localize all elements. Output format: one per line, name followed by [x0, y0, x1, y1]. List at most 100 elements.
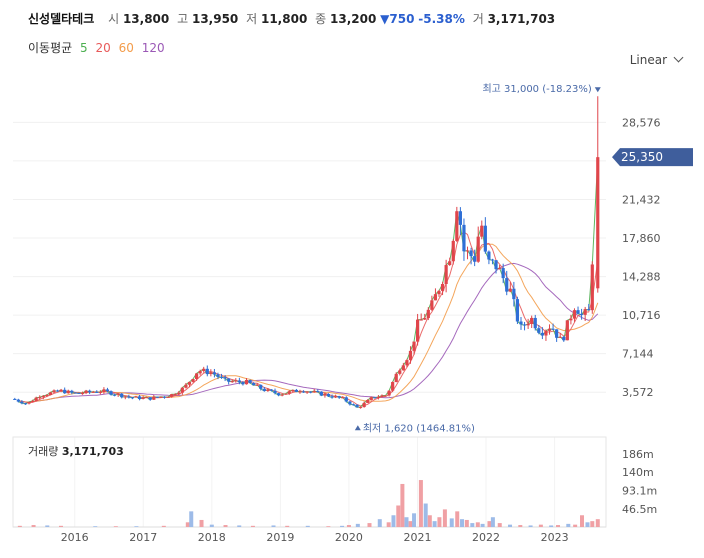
candle-body: [152, 396, 156, 400]
candle-body: [298, 391, 302, 393]
candle-body: [248, 380, 252, 384]
candle-body: [148, 397, 152, 400]
x-tick-label: 2019: [266, 531, 294, 544]
close-label: 종: [315, 12, 327, 26]
candle-body: [537, 328, 541, 333]
candle-body: [45, 394, 49, 396]
volume-bar: [528, 525, 533, 527]
low-label: 저: [246, 12, 258, 26]
volume-bar: [250, 525, 255, 527]
candle-body: [305, 391, 309, 393]
volume-bar: [377, 519, 382, 527]
candle-body: [316, 391, 320, 393]
volume-bar: [566, 523, 571, 527]
volume-bar: [538, 524, 543, 527]
current-price-label: 25,350: [621, 150, 663, 164]
y-tick-label: 14,288: [622, 271, 661, 284]
candle-body: [105, 389, 110, 392]
candle-body: [16, 399, 20, 402]
candle-body: [473, 256, 477, 262]
volume-bar: [556, 525, 561, 527]
candle-body: [380, 395, 384, 397]
candle-body: [408, 350, 413, 361]
candle-body: [202, 368, 206, 372]
candle-body: [351, 404, 356, 406]
candle-body: [330, 396, 334, 398]
quote-header: 신성델타테크 시 13,800 고 13,950 저 11,800 종 13,2…: [28, 10, 555, 27]
x-tick-label: 2016: [61, 531, 89, 544]
candle-body: [170, 394, 174, 397]
candle-body: [252, 383, 256, 386]
candle-body: [519, 321, 523, 325]
candle-body: [216, 374, 220, 377]
candle-body: [444, 265, 448, 285]
scale-dropdown[interactable]: Linear: [630, 52, 684, 67]
candle-body: [230, 381, 234, 383]
candle-body: [309, 391, 313, 393]
candle-body: [205, 368, 209, 375]
candle-body: [130, 397, 135, 399]
candle-body: [269, 389, 274, 391]
candle-body: [383, 395, 388, 397]
candle-body: [80, 393, 85, 395]
candle-body: [401, 365, 405, 371]
volume-bar: [134, 526, 139, 527]
volume-bar: [391, 515, 396, 527]
candle-body: [465, 250, 470, 252]
candle-body: [177, 392, 181, 395]
volume-bar: [93, 526, 98, 527]
volume-legend-value: 3,171,703: [61, 445, 124, 458]
volume-bar: [113, 526, 118, 527]
candle-body: [112, 394, 117, 396]
ma-60[interactable]: 60: [118, 41, 134, 55]
candle-body: [348, 401, 352, 405]
x-tick-label: 2022: [472, 531, 500, 544]
candle-body: [433, 294, 438, 301]
candle-body: [194, 373, 199, 379]
candle-body: [323, 394, 327, 396]
candle-body: [555, 329, 559, 338]
candle-body: [540, 332, 544, 336]
candle-body: [423, 318, 427, 320]
max-marker-icon: [594, 87, 601, 93]
ma-legend-label: 이동평균: [28, 41, 73, 55]
candle-body: [273, 390, 277, 394]
candle-body: [544, 330, 548, 336]
candle-body: [255, 384, 259, 386]
min-price-annotation: 최저 1,620 (1464.81%): [363, 422, 475, 434]
candle-body: [52, 390, 56, 393]
candle-body: [88, 390, 92, 393]
candle-body: [127, 396, 131, 398]
candle-body: [66, 390, 70, 394]
candle-body: [55, 390, 60, 392]
candle-body: [501, 268, 505, 279]
candle-body: [259, 384, 263, 389]
candle-body: [301, 391, 306, 393]
candle-body: [223, 377, 227, 379]
low-value: 11,800: [260, 12, 308, 26]
x-tick-label: 2023: [541, 531, 569, 544]
close-value: 13,200: [330, 12, 377, 26]
volume-bar: [595, 519, 600, 527]
volume-bar: [490, 517, 495, 527]
moving-average-legend[interactable]: 이동평균 5 20 60 120: [28, 39, 169, 56]
ma-20[interactable]: 20: [95, 41, 111, 55]
candle-body: [551, 328, 555, 330]
ma-120[interactable]: 120: [141, 41, 165, 55]
candle-body: [344, 397, 348, 402]
candle-body: [145, 397, 149, 399]
candle-body: [95, 391, 99, 393]
candle-body: [266, 389, 270, 391]
volume-bar: [58, 525, 63, 527]
min-marker-icon: [354, 425, 361, 431]
candle-body: [159, 396, 163, 398]
candle-body: [587, 309, 591, 311]
candle-body: [109, 391, 113, 395]
candle-body: [416, 319, 420, 342]
ma-5[interactable]: 5: [80, 41, 88, 55]
volume-bar: [396, 505, 401, 527]
candle-body: [355, 404, 359, 408]
candle-body: [526, 323, 530, 326]
volume-bar: [346, 525, 351, 527]
